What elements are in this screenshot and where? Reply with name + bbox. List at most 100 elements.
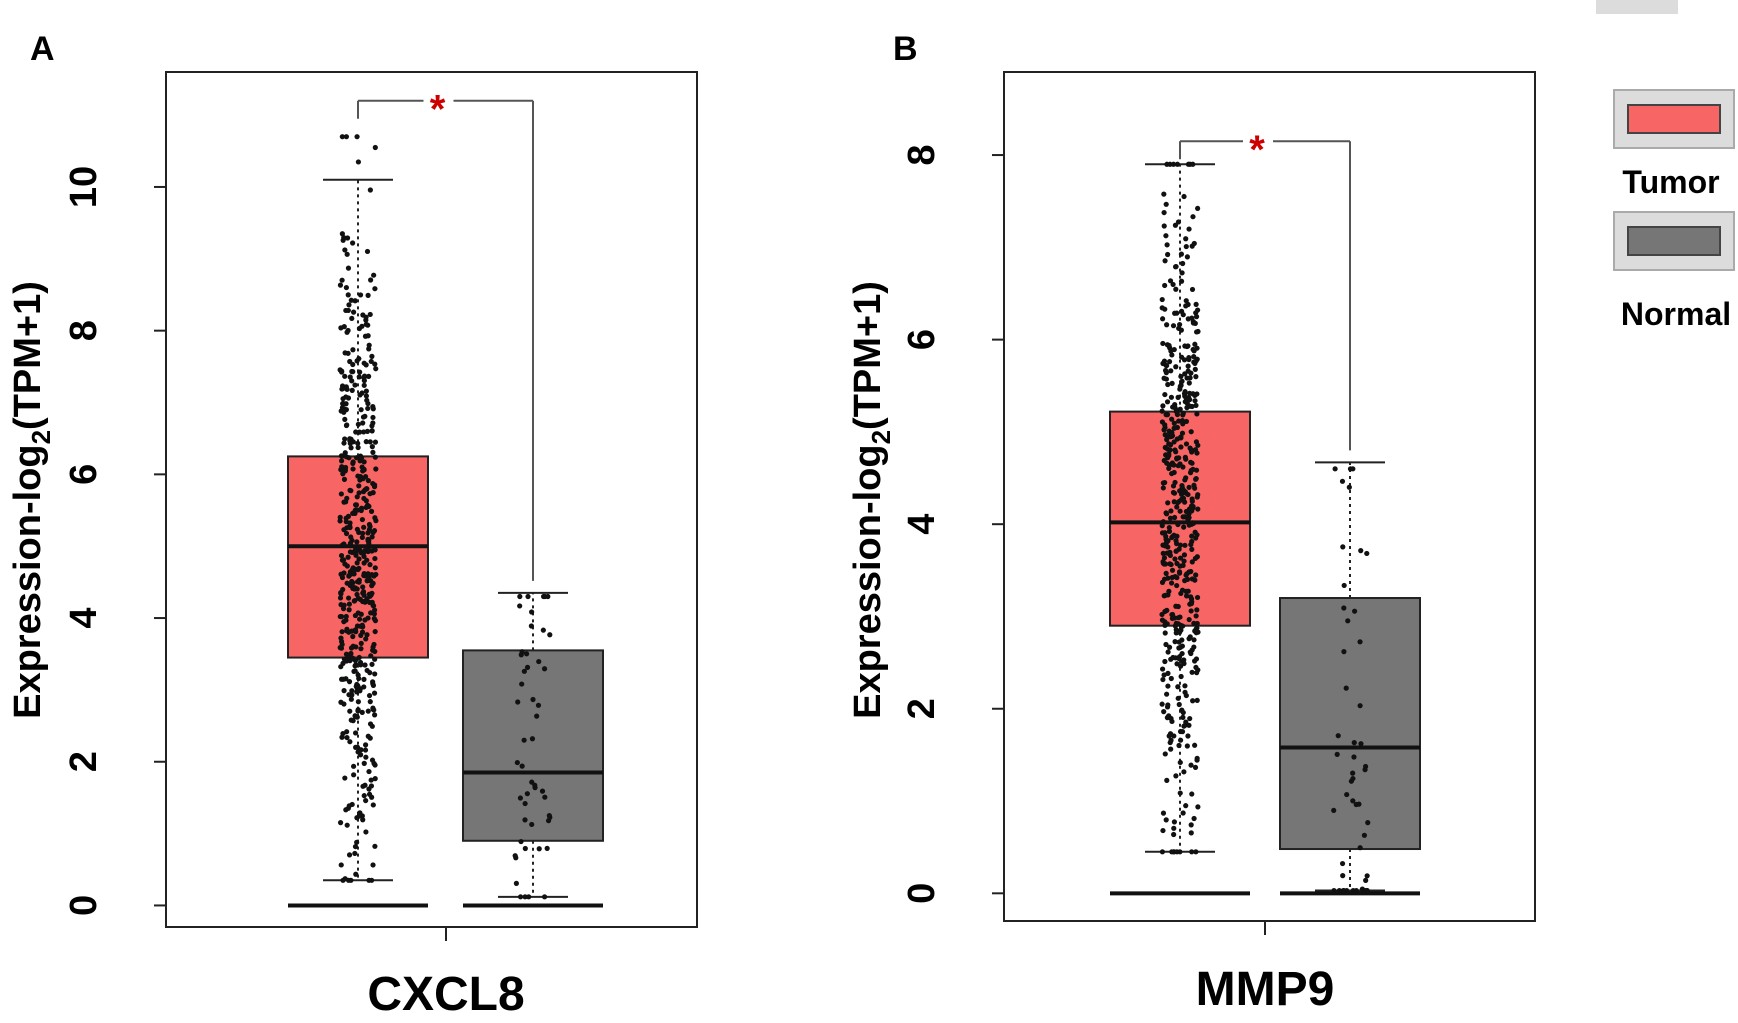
data-point	[346, 302, 352, 308]
data-point	[529, 821, 535, 828]
data-point	[371, 690, 378, 696]
data-point	[353, 429, 359, 435]
data-point	[1194, 620, 1200, 627]
y-tick-label: 8	[901, 144, 943, 165]
data-point	[1164, 777, 1170, 783]
data-point	[1187, 375, 1193, 381]
data-point	[546, 812, 552, 819]
data-point	[355, 444, 361, 451]
data-point	[1163, 570, 1169, 576]
legend-swatch-tumor	[1627, 104, 1721, 134]
data-point	[361, 377, 367, 384]
data-point	[1180, 623, 1186, 629]
data-point	[362, 599, 368, 605]
plot-area-b: *	[1109, 128, 1421, 896]
data-point	[1181, 660, 1187, 667]
data-point	[359, 629, 366, 635]
data-point	[360, 817, 366, 823]
legend-label-tumor: Tumor	[1622, 164, 1719, 200]
data-point	[361, 382, 367, 388]
data-point	[1191, 240, 1197, 247]
data-point	[1188, 608, 1194, 614]
data-point	[1175, 219, 1182, 225]
data-point	[1191, 658, 1198, 664]
data-point	[346, 573, 352, 579]
data-point	[346, 803, 352, 809]
data-point	[1161, 358, 1168, 364]
data-point	[345, 307, 351, 314]
data-point	[342, 373, 348, 379]
data-point	[1164, 399, 1171, 405]
data-point	[1179, 729, 1186, 735]
data-point	[1350, 887, 1356, 894]
data-point	[1189, 449, 1195, 455]
box-group-tumor	[287, 134, 429, 908]
data-point	[337, 367, 343, 373]
data-point	[1186, 616, 1192, 623]
data-point	[1173, 286, 1179, 292]
panel-b: B Expression-log2(TPM+1) MMP9 0 2 4 6 8 *	[847, 30, 1536, 1016]
data-point	[368, 358, 374, 365]
data-point	[1177, 488, 1183, 494]
data-point	[1160, 316, 1166, 322]
panel-label-b: B	[893, 30, 918, 68]
data-point	[1162, 282, 1168, 289]
data-point	[1177, 737, 1184, 743]
data-point	[1184, 576, 1191, 582]
data-point	[1162, 258, 1168, 264]
data-point	[1160, 485, 1166, 491]
data-point	[1192, 392, 1198, 399]
data-point	[346, 852, 353, 858]
data-point	[1346, 484, 1352, 490]
data-point	[1183, 719, 1189, 725]
significance-star: *	[1249, 128, 1265, 172]
data-point	[353, 566, 359, 572]
data-point	[356, 483, 362, 489]
data-point	[1182, 389, 1188, 395]
data-point	[1178, 673, 1184, 680]
data-point	[372, 628, 378, 635]
data-point	[347, 708, 353, 714]
data-point	[1183, 593, 1190, 599]
data-point	[348, 650, 354, 657]
data-point	[372, 618, 379, 624]
data-point	[522, 894, 528, 900]
data-point	[1162, 367, 1169, 374]
data-point	[517, 894, 524, 900]
data-point	[337, 282, 344, 288]
data-point	[342, 247, 348, 253]
data-point	[1188, 429, 1194, 435]
data-point	[1163, 201, 1169, 207]
significance-star: *	[430, 88, 446, 132]
plot-area-a: *	[287, 88, 604, 908]
data-point	[368, 277, 374, 283]
data-point	[1351, 740, 1357, 746]
data-point	[338, 602, 344, 608]
data-point	[341, 688, 347, 694]
data-point	[367, 491, 373, 497]
data-point	[1159, 666, 1166, 672]
data-point	[1166, 528, 1173, 534]
data-point	[1183, 456, 1189, 462]
data-point	[347, 440, 353, 447]
data-point	[357, 686, 363, 692]
data-point	[1170, 654, 1176, 661]
data-point	[1192, 485, 1198, 491]
data-point	[1182, 683, 1188, 689]
data-point	[1184, 254, 1190, 260]
data-point	[1335, 733, 1341, 739]
data-point	[366, 342, 372, 348]
data-point	[1189, 849, 1195, 855]
data-point	[1162, 751, 1168, 757]
data-point	[1192, 366, 1198, 372]
data-point	[1178, 327, 1184, 333]
data-point	[547, 632, 553, 638]
data-point	[1331, 807, 1337, 814]
data-point	[528, 623, 534, 629]
data-point	[345, 554, 351, 560]
data-point	[341, 476, 348, 482]
data-point	[355, 473, 361, 479]
data-point	[1174, 849, 1180, 855]
data-point	[1165, 649, 1171, 655]
data-point	[364, 486, 370, 492]
